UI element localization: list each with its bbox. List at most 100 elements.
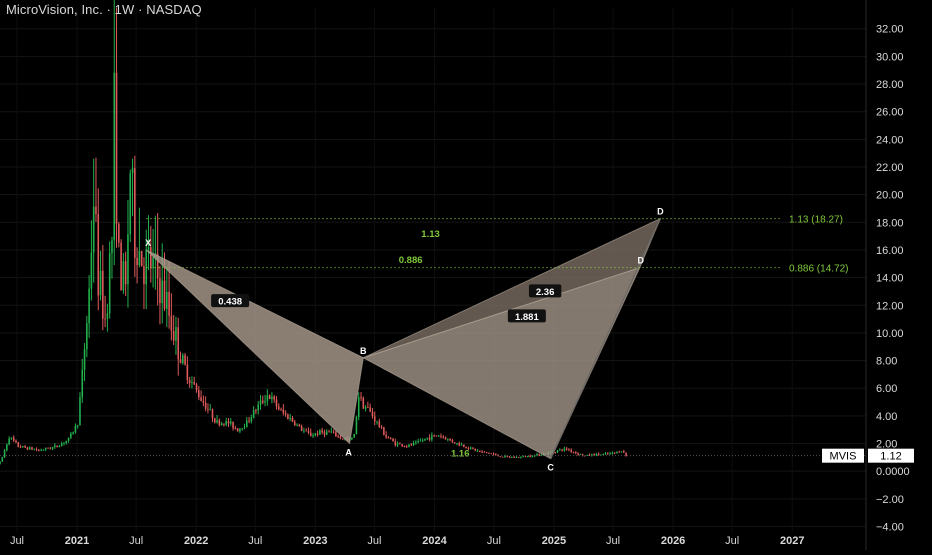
fib-levels: 1.13 (18.27) 0.886 (14.72) [146, 215, 849, 275]
candle-body [42, 449, 45, 451]
candle-body [618, 451, 621, 453]
candle-body [490, 453, 493, 455]
candle-body [501, 456, 504, 458]
candle-body [513, 457, 515, 458]
ratio-label-box [211, 294, 250, 308]
candle-body [591, 454, 593, 456]
candle-body [453, 442, 456, 444]
time-tick-label: 2024 [422, 535, 447, 547]
candle-body [245, 420, 248, 428]
time-axis[interactable]: Jul 2021 Jul 2022 Jul 2023 Jul 2024 Jul 2025 Jul 20… [10, 535, 805, 547]
candle-body [330, 431, 333, 433]
candle-body [83, 349, 86, 370]
candle-body [113, 72, 116, 241]
candle-body [120, 242, 122, 291]
candle-body [563, 448, 566, 451]
candle-body [378, 421, 381, 427]
candle-body [408, 444, 410, 447]
candle-body [150, 247, 152, 269]
candle-body [81, 369, 84, 398]
candle-body [3, 450, 6, 458]
candle-body [328, 431, 330, 433]
candle-body [0, 461, 1, 465]
candle-body [401, 444, 403, 447]
candle-body [207, 408, 209, 410]
price-tick-label: 8.00 [876, 356, 897, 368]
price-tick-label: 14.00 [876, 273, 904, 285]
candle-body [593, 454, 595, 456]
candle-body [28, 447, 31, 450]
candle-body [31, 447, 33, 450]
candle-body [49, 448, 52, 450]
candle-body [435, 435, 438, 437]
candle-body [389, 438, 392, 440]
candle-body [524, 456, 527, 458]
candle-body [19, 446, 22, 448]
price-axis[interactable]: 32.00 30.00 28.00 26.00 24.00 22.00 20.00 18.00… [876, 24, 910, 534]
price-tick-label: 22.00 [876, 162, 904, 174]
candle-body [394, 441, 397, 446]
candle-body [440, 435, 442, 437]
candle-body [481, 451, 483, 453]
candle-body [163, 280, 166, 309]
candle-body [355, 417, 358, 435]
price-tick-label: 16.00 [876, 245, 904, 257]
time-tick-label: Jul [606, 535, 620, 547]
candle-body [252, 410, 255, 418]
price-tick-label: 2.00 [876, 439, 897, 451]
candle-body [186, 364, 189, 381]
candle-body [92, 206, 95, 253]
ratio-label-box [507, 309, 546, 323]
candle-body [289, 417, 291, 420]
candle-body [483, 451, 486, 453]
candle-body [335, 431, 337, 437]
candle-body [312, 435, 314, 437]
candle-body [104, 318, 106, 320]
candle-body [616, 451, 618, 454]
price-tag-value: 1.12 [880, 451, 901, 463]
candle-body [1, 457, 4, 462]
candle-body [97, 214, 100, 296]
candle-body [275, 399, 278, 407]
candle-body [22, 446, 24, 448]
candle-body [170, 315, 173, 331]
candle-body [145, 249, 148, 285]
candle-body [417, 441, 419, 443]
candle-body [115, 72, 118, 224]
candle-body [229, 421, 232, 424]
candle-body [433, 435, 435, 437]
candle-body [131, 168, 134, 174]
candle-body [380, 426, 383, 428]
candle-body [35, 449, 38, 451]
candle-body [314, 433, 317, 436]
candle-body [300, 426, 303, 431]
candle-body [282, 409, 285, 414]
candle-body [561, 449, 563, 451]
price-tick-label: 24.00 [876, 134, 904, 146]
candle-body [385, 435, 387, 438]
candle-body [474, 448, 477, 451]
time-tick-label: Jul [725, 535, 739, 547]
candle-body [72, 432, 74, 434]
candle-body [499, 456, 502, 458]
candle-body [609, 453, 611, 455]
candle-body [495, 454, 497, 456]
time-tick-label: 2023 [303, 535, 327, 547]
candle-body [90, 252, 93, 289]
price-tag-value-box [868, 448, 914, 463]
pattern-point-d: D [657, 207, 664, 217]
candle-body [337, 436, 339, 437]
candle-body [118, 223, 120, 243]
candle-body [54, 445, 56, 448]
candle-body [161, 280, 164, 304]
candle-body [284, 413, 287, 415]
price-tick-label: 30.00 [876, 51, 904, 63]
candle-body [531, 456, 534, 458]
candle-body [588, 454, 591, 456]
harmonic-pattern [145, 217, 662, 460]
candle-body [179, 359, 182, 364]
candle-body [291, 417, 294, 422]
price-tick-label: −4.00 [876, 521, 904, 533]
